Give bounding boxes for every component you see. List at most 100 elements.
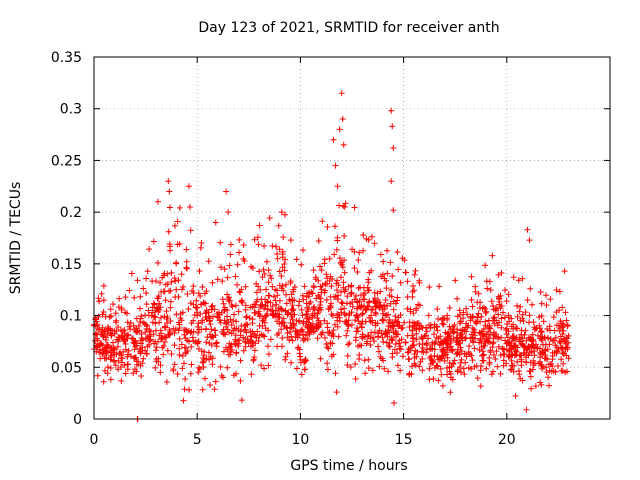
data-point xyxy=(261,365,268,372)
data-point xyxy=(192,304,199,311)
data-point xyxy=(470,338,477,345)
data-point xyxy=(482,318,489,325)
data-point xyxy=(500,357,507,364)
data-point xyxy=(355,285,362,292)
data-point xyxy=(401,257,408,264)
data-point xyxy=(105,343,112,350)
data-point xyxy=(272,297,279,304)
data-point xyxy=(481,342,488,349)
data-point xyxy=(435,335,442,342)
data-point xyxy=(107,376,114,383)
data-point xyxy=(412,362,419,369)
data-point xyxy=(410,322,417,329)
data-point xyxy=(413,305,420,312)
data-point xyxy=(440,340,447,347)
data-point xyxy=(384,270,391,277)
data-point xyxy=(236,288,243,295)
data-point xyxy=(263,286,270,293)
data-point xyxy=(384,247,391,254)
data-point xyxy=(441,357,448,364)
data-point xyxy=(198,326,205,333)
data-point xyxy=(177,315,184,322)
data-point xyxy=(405,348,412,355)
data-point xyxy=(199,386,206,393)
data-point xyxy=(111,358,118,365)
y-tick-label: 0.05 xyxy=(51,360,82,376)
data-point xyxy=(438,371,445,378)
data-point xyxy=(454,295,461,302)
data-point xyxy=(128,270,135,277)
data-point xyxy=(185,305,192,312)
data-point xyxy=(144,268,151,275)
data-point xyxy=(486,361,493,368)
data-point xyxy=(274,318,281,325)
data-point xyxy=(409,338,416,345)
gridlines xyxy=(94,57,610,419)
data-point xyxy=(317,301,324,308)
data-point xyxy=(127,320,134,327)
data-point xyxy=(311,306,318,313)
data-point xyxy=(510,368,517,375)
data-point xyxy=(363,340,370,347)
data-point xyxy=(186,203,193,210)
data-point xyxy=(334,323,341,330)
data-point xyxy=(305,293,312,300)
data-point xyxy=(358,302,365,309)
data-point xyxy=(254,328,261,335)
data-point xyxy=(183,265,190,272)
data-point xyxy=(243,313,250,320)
data-point xyxy=(386,292,393,299)
data-point xyxy=(545,335,552,342)
data-point xyxy=(186,338,193,345)
data-point xyxy=(388,287,395,294)
data-point xyxy=(102,336,109,343)
data-point xyxy=(328,300,335,307)
data-point xyxy=(508,357,515,364)
data-point xyxy=(454,368,461,375)
data-point xyxy=(279,334,286,341)
data-point xyxy=(263,258,270,265)
data-point xyxy=(226,262,233,269)
data-point xyxy=(233,370,240,377)
data-point xyxy=(344,327,351,334)
data-point xyxy=(115,334,122,341)
data-point xyxy=(393,331,400,338)
data-point xyxy=(157,369,164,376)
data-point xyxy=(423,328,430,335)
data-point xyxy=(425,335,432,342)
data-point xyxy=(166,204,173,211)
data-point xyxy=(163,379,170,386)
data-point xyxy=(233,350,240,357)
data-point xyxy=(212,327,219,334)
data-point xyxy=(324,366,331,373)
data-point xyxy=(404,305,411,312)
data-point xyxy=(520,318,527,325)
data-point xyxy=(241,327,248,334)
data-point xyxy=(491,314,498,321)
data-point xyxy=(531,352,538,359)
data-point xyxy=(157,362,164,369)
data-point xyxy=(560,327,567,334)
data-point xyxy=(199,284,206,291)
data-point xyxy=(118,332,125,339)
data-point xyxy=(509,362,516,369)
data-point xyxy=(270,293,277,300)
data-point xyxy=(97,340,104,347)
data-point xyxy=(338,309,345,316)
data-point xyxy=(444,371,451,378)
y-tick-label: 0.15 xyxy=(51,257,82,273)
data-point xyxy=(137,293,144,300)
data-point xyxy=(363,235,370,242)
data-point xyxy=(482,310,489,317)
data-point xyxy=(368,233,375,240)
data-point xyxy=(490,368,497,375)
data-point xyxy=(475,290,482,297)
data-point xyxy=(325,329,332,336)
data-point xyxy=(394,362,401,369)
data-point xyxy=(498,315,505,322)
data-point xyxy=(265,279,272,286)
data-point xyxy=(479,305,486,312)
data-point xyxy=(501,346,508,353)
data-point xyxy=(237,328,244,335)
data-point xyxy=(549,353,556,360)
